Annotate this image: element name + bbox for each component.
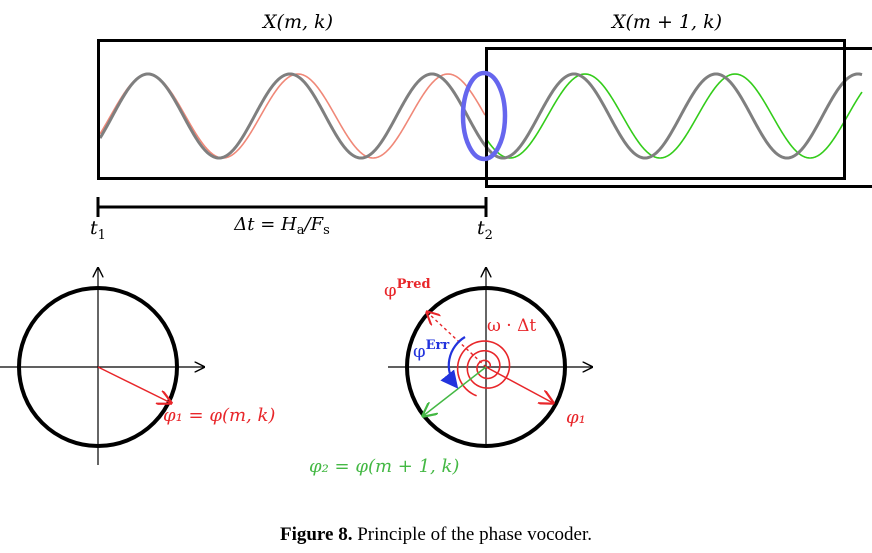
phi-err-label: φErr [413,338,449,362]
phi1-label-right: φ₁ [566,407,586,428]
analysis-frame-m [97,39,846,180]
time-t2-label: t2 [477,217,493,243]
caption-text: Principle of the phase vocoder. [352,524,593,545]
time-t1-label: t1 [90,217,106,243]
analysis-frame-m-plus-1 [485,47,872,188]
phase-circle-right [388,268,592,448]
omega-spiral [456,340,511,397]
phi2-label: φ₂ = φ(m + 1, k) [309,456,459,477]
caption-number: Figure 8. [279,524,353,545]
wave-frame-m [99,73,486,159]
phase-transition-highlight [460,70,508,162]
hop-interval [96,197,488,217]
wave-reference [98,72,863,160]
frame-label-m-plus-1: X(m + 1, k) [610,11,722,33]
figure-caption: Figure 8. Principle of the phase vocoder… [0,524,872,546]
phi-pred-label: φPred [384,277,431,301]
frame-label-m: X(m, k) [261,11,333,33]
phi1-label-left: φ₁ = φ(m, k) [163,405,275,426]
hop-interval-label: Δt = Ha/Fs [233,214,329,238]
omega-delta-label: ω · Δt [487,316,536,336]
wave-frame-m-plus-1 [486,73,863,159]
phase-circle-left [0,268,204,465]
